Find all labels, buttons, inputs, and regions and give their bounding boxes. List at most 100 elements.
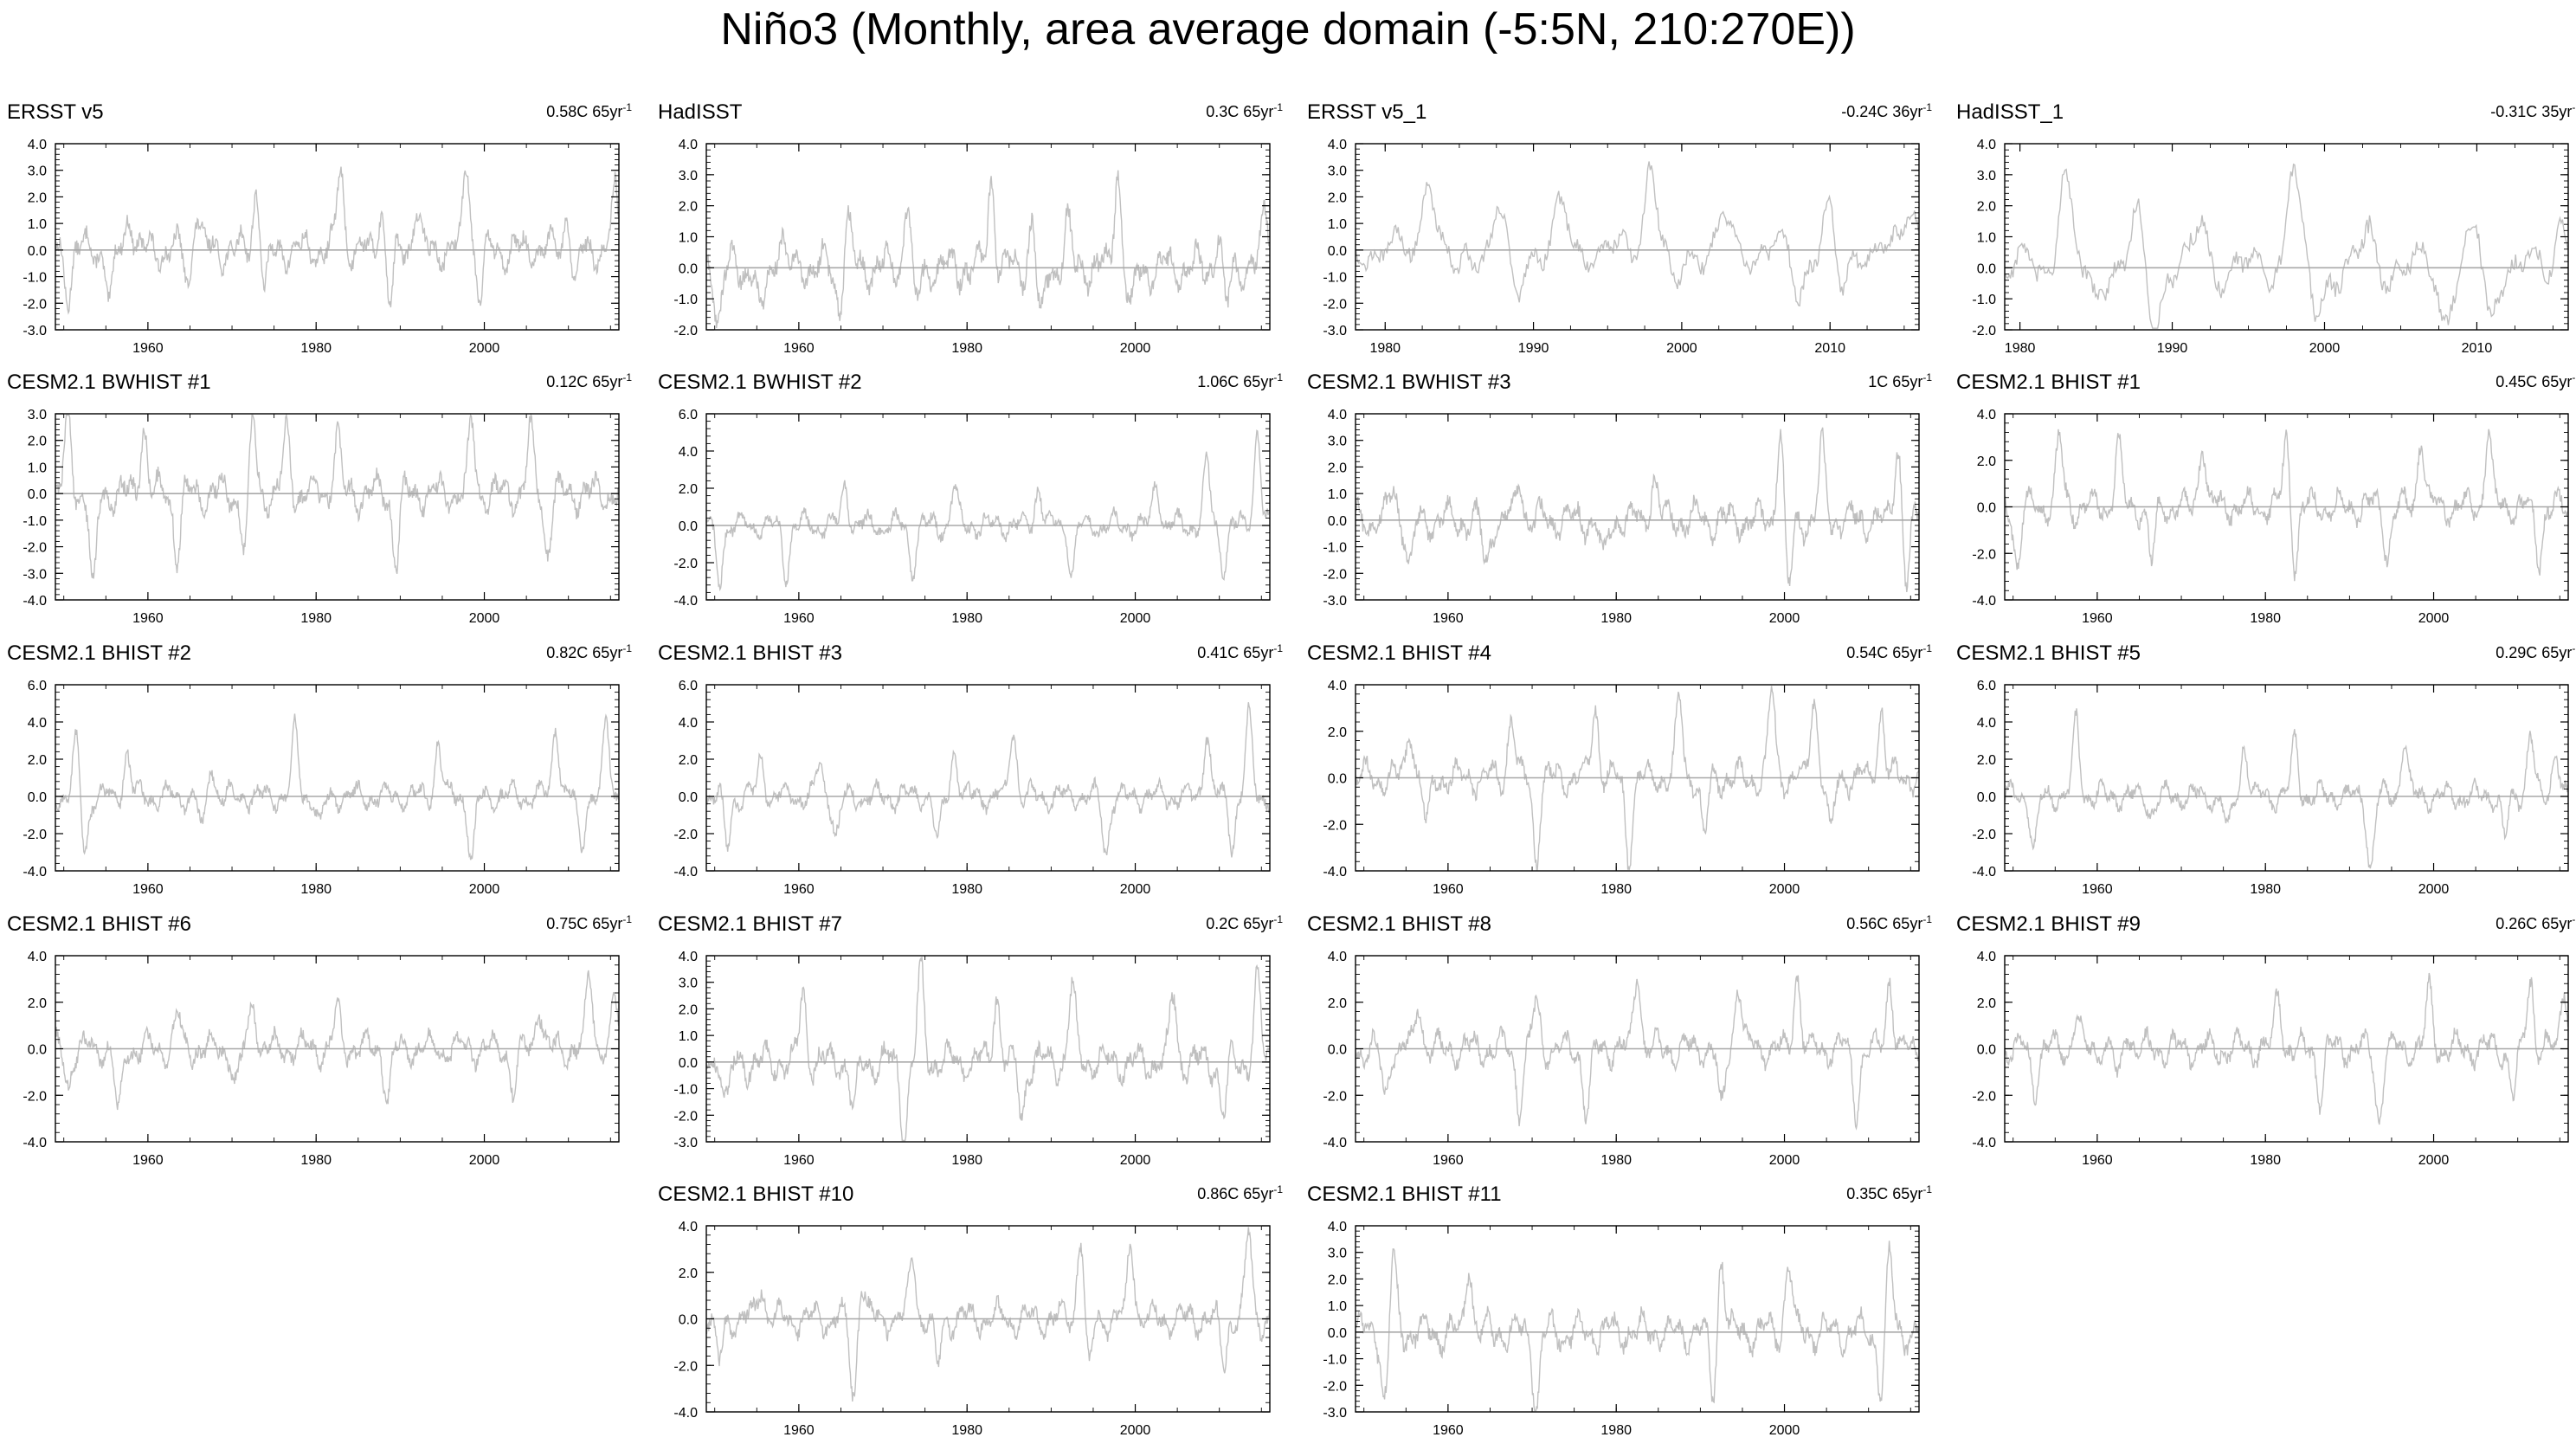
x-tick-label: 2010 [1814, 341, 1845, 356]
y-tick-label: -4.0 [23, 594, 47, 609]
y-tick-label: 2.0 [1328, 461, 1347, 475]
trend-label: 0.35C 65yr-1 [1846, 1183, 1932, 1203]
trend-unit-exponent: -1 [622, 642, 632, 654]
x-tick-label: 2000 [469, 611, 500, 626]
x-tick-label: 1960 [1433, 1153, 1464, 1168]
trend-unit-exponent: -1 [1273, 1183, 1283, 1195]
y-tick-label: -2.0 [23, 828, 47, 842]
trend-unit-exponent: -1 [1922, 642, 1932, 654]
trend-unit-exponent: -1 [2572, 642, 2576, 654]
x-tick-label: 1980 [1369, 341, 1401, 356]
y-tick-label: 0.0 [1977, 790, 1996, 805]
x-tick-label: 2000 [1769, 1153, 1800, 1168]
series-line [2004, 429, 2569, 582]
series-line [55, 970, 620, 1111]
panel-title: CESM2.1 BHIST #1 [1956, 371, 2141, 394]
plot-frame [705, 684, 1271, 872]
chart-plot: -2.0 -1.0 0.0 1.0 2.0 3.0 4.0 1980 1990 2000 2010 [1972, 138, 2569, 356]
panel-title: CESM2.1 BHIST #7 [658, 912, 842, 936]
trend-label: 1.06C 65yr-1 [1197, 371, 1283, 391]
y-tick-label: -2.0 [673, 557, 698, 571]
x-tick-label: 2000 [1769, 1423, 1800, 1438]
plot-frame [2004, 143, 2569, 331]
trend-unit-exponent: -1 [622, 913, 632, 925]
x-tick-label: 1980 [951, 1423, 982, 1438]
y-tick-label: -2.0 [1972, 324, 1996, 338]
y-tick-label: -2.0 [1323, 1379, 1347, 1394]
chart-panel: CESM2.1 BHIST #11 0.35C 65yr-1 -3.0 -2.0 -1.… [1300, 1176, 1941, 1440]
chart-panel: CESM2.1 BHIST #10 0.86C 65yr-1 -4.0 -2.0 0.0… [651, 1176, 1291, 1440]
series-line [705, 1227, 1271, 1402]
x-tick-label: 2000 [2418, 611, 2450, 626]
trend-value: 0.29C 65yr [2496, 644, 2573, 661]
y-tick-label: -2.0 [1323, 1089, 1347, 1104]
panel-title: HadISST_1 [1956, 100, 2064, 124]
y-tick-label: 4.0 [28, 950, 47, 964]
y-tick-label: 2.0 [679, 1266, 698, 1281]
y-tick-label: -2.0 [23, 1089, 47, 1104]
y-tick-label: 2.0 [679, 200, 698, 215]
trend-label: 1C 65yr-1 [1868, 371, 1932, 391]
trend-label: 0.75C 65yr-1 [546, 913, 632, 933]
y-tick-label: 2.0 [679, 1002, 698, 1017]
chart-plot: -4.0 -2.0 0.0 2.0 4.0 1960 1980 2000 [23, 950, 620, 1168]
y-tick-label: -2.0 [1972, 828, 1996, 842]
x-tick-label: 2010 [2462, 341, 2493, 356]
trend-unit-exponent: -1 [622, 101, 632, 113]
chart-plot: -3.0 -2.0 -1.0 0.0 1.0 2.0 3.0 4.0 1980 1990 2000 2… [1323, 138, 1920, 356]
chart-panel: CESM2.1 BWHIST #1 0.12C 65yr-1 -4.0 -3.0 -2.… [0, 364, 641, 628]
trend-unit-exponent: -1 [1273, 642, 1283, 654]
trend-label: 0.54C 65yr-1 [1846, 642, 1932, 662]
y-tick-label: 4.0 [1977, 138, 1996, 152]
y-tick-label: -1.0 [1972, 293, 1996, 307]
trend-unit-exponent: -1 [2572, 913, 2576, 925]
plot-frame [1355, 413, 1920, 601]
x-tick-label: 1960 [783, 341, 815, 356]
y-tick-label: 4.0 [1977, 408, 1996, 422]
panel-title: CESM2.1 BHIST #9 [1956, 912, 2141, 936]
panel-title: CESM2.1 BHIST #10 [658, 1183, 854, 1206]
y-tick-label: 3.0 [679, 169, 698, 184]
chart-plot: -4.0 -3.0 -2.0 -1.0 0.0 1.0 2.0 3.0 1960 1980 2000 [23, 408, 620, 626]
y-tick-label: -2.0 [1323, 567, 1347, 582]
y-tick-label: -2.0 [673, 1359, 698, 1374]
y-tick-label: 0.0 [679, 261, 698, 276]
y-tick-label: 1.0 [1328, 1299, 1347, 1314]
y-tick-label: 0.0 [28, 790, 47, 805]
panel-title: CESM2.1 BHIST #2 [7, 641, 191, 665]
trend-label: -0.24C 36yr-1 [1841, 101, 1932, 121]
x-tick-label: 1980 [2005, 341, 2036, 356]
x-tick-label: 1990 [1518, 341, 1549, 356]
y-tick-label: -4.0 [1323, 865, 1347, 880]
y-tick-label: -4.0 [1972, 594, 1996, 609]
chart-panel: CESM2.1 BHIST #8 0.56C 65yr-1 -4.0 -2.0 0.0 2… [1300, 905, 1941, 1170]
chart-panel: CESM2.1 BHIST #5 0.29C 65yr-1 -4.0 -2.0 0.0 2… [1949, 635, 2576, 899]
y-tick-label: 2.0 [1977, 753, 1996, 768]
y-tick-label: 0.0 [679, 519, 698, 534]
y-tick-label: -2.0 [1323, 818, 1347, 833]
panel-title: ERSST v5 [7, 100, 104, 124]
x-tick-label: 1980 [1600, 882, 1632, 897]
y-tick-label: -2.0 [23, 541, 47, 556]
series-line [705, 702, 1270, 858]
trend-unit-exponent: -1 [1922, 913, 1932, 925]
x-tick-label: 1960 [132, 611, 164, 626]
y-tick-label: -4.0 [23, 865, 47, 880]
y-tick-label: 6.0 [1977, 679, 1996, 693]
y-tick-label: 0.0 [1328, 1326, 1347, 1341]
x-tick-label: 1960 [783, 882, 815, 897]
trend-value: 0.56C 65yr [1846, 915, 1923, 932]
chart-panel: ERSST v5 0.58C 65yr-1 -3.0 -2.0 -1.0 0.0 1.0 2.… [0, 93, 641, 358]
trend-unit-exponent: -1 [2572, 371, 2576, 383]
panel-title: CESM2.1 BWHIST #2 [658, 371, 862, 394]
y-tick-label: 6.0 [679, 408, 698, 422]
y-tick-label: -2.0 [1323, 297, 1347, 312]
chart-panel: CESM2.1 BHIST #3 0.41C 65yr-1 -4.0 -2.0 0.0 2… [651, 635, 1291, 899]
trend-value: 0.35C 65yr [1846, 1185, 1923, 1202]
trend-label: 0.58C 65yr-1 [546, 101, 632, 121]
x-tick-label: 1960 [2082, 1153, 2113, 1168]
x-tick-label: 2000 [1120, 611, 1151, 626]
trend-value: 0.75C 65yr [546, 915, 623, 932]
y-tick-label: 0.0 [679, 1313, 698, 1328]
y-tick-label: 0.0 [28, 244, 47, 259]
